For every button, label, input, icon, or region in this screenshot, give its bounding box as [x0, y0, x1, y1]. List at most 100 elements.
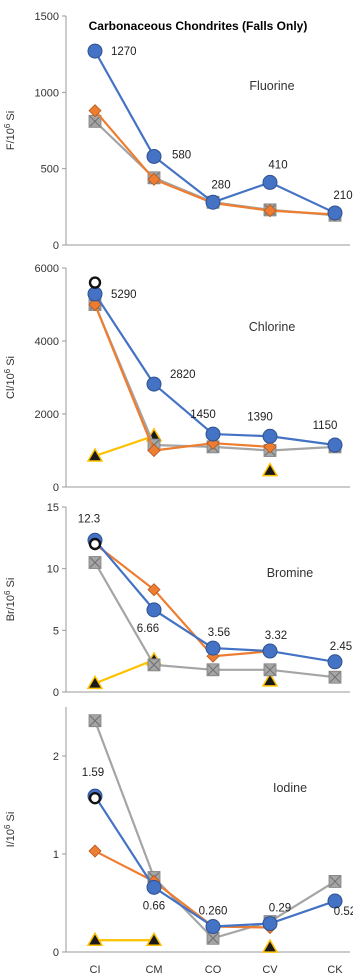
element-label: Chlorine	[249, 320, 296, 334]
data-point-square-cross	[329, 671, 341, 683]
data-point-square-cross	[89, 557, 101, 568]
series-orange	[88, 844, 277, 935]
data-label: 5290	[111, 289, 137, 301]
data-point-circle	[205, 640, 221, 656]
series-blue: 1270 580 280 410 210	[87, 43, 353, 221]
x-tick-label: CI	[90, 964, 101, 976]
data-point-circle	[87, 286, 103, 302]
data-point-diamond	[88, 297, 102, 312]
series-black	[88, 276, 102, 289]
data-point-ring	[88, 791, 102, 805]
y-tick-label: 2	[53, 751, 59, 763]
data-point-circle	[146, 376, 162, 392]
data-point-square-cross	[89, 715, 101, 727]
data-point-diamond	[263, 204, 277, 218]
data-label: 3.32	[265, 630, 287, 642]
series-black	[88, 791, 102, 805]
x-tick-label: CM	[145, 964, 162, 976]
data-label: 12.3	[78, 513, 100, 525]
data-label: 0.29	[269, 903, 291, 915]
data-point-triangle	[86, 674, 104, 690]
data-point-circle	[327, 205, 343, 221]
y-axis-label: Cl/106 Si	[3, 356, 17, 399]
data-point-diamond	[147, 583, 161, 597]
y-tick-label: 0	[53, 947, 59, 959]
data-point-triangle	[261, 672, 279, 687]
x-tick-label: CO	[205, 964, 222, 976]
series-line	[93, 304, 271, 452]
series-gray	[88, 556, 342, 684]
series-line	[94, 543, 271, 658]
chart-title: Carbonaceous Chondrites (Falls Only)	[89, 19, 308, 33]
data-point-diamond	[88, 104, 102, 118]
series-blue: 1.59 0.66 0.260 0.29 0.52	[82, 767, 353, 935]
panel-bromine: 0 5 10 15 Br/106 Si Bromine 12.3 6.66 3.56 3.32 2.…	[3, 502, 352, 699]
y-tick-label: 0	[53, 687, 59, 699]
data-point-circle	[327, 654, 343, 670]
data-label: 580	[172, 149, 191, 161]
data-label: 410	[268, 159, 287, 171]
series-yellow	[86, 931, 163, 946]
series-black	[88, 537, 102, 551]
y-tick-label: 15	[47, 502, 59, 514]
y-axis-label: I/106 Si	[3, 812, 17, 848]
data-point-ring	[88, 276, 102, 289]
data-point-square-cross	[207, 932, 219, 944]
data-label: 0.66	[143, 900, 165, 912]
data-point-diamond	[263, 440, 277, 454]
y-tick-label: 10	[47, 564, 59, 576]
data-point-diamond	[88, 844, 102, 858]
series-line	[94, 434, 155, 458]
data-point-triangle	[261, 938, 279, 953]
data-point-circle	[262, 916, 278, 932]
series-yellow	[261, 938, 279, 953]
series-line	[94, 293, 336, 447]
data-point-diamond	[147, 172, 161, 186]
x-axis-labels: CI CM CO CV CK	[90, 964, 344, 976]
data-label: 3.56	[208, 627, 230, 639]
data-point-triangle	[261, 462, 279, 477]
data-point-circle	[327, 893, 343, 909]
series-yellow	[261, 672, 279, 687]
y-tick-label: 2000	[35, 409, 59, 421]
panel-fluorine: 0 500 1000 1500 F/106 Si Fluorine 1270 580 280 41…	[3, 11, 353, 252]
y-tick-label: 1000	[35, 87, 59, 99]
data-label: 210	[333, 190, 352, 202]
data-label: 0.52	[334, 906, 353, 918]
data-point-triangle	[86, 447, 104, 462]
y-tick-label: 0	[53, 240, 59, 252]
y-tick-label: 1	[53, 849, 59, 861]
data-label: 1.59	[82, 767, 104, 779]
data-point-ring	[88, 537, 102, 551]
panel-chlorine: 0 2000 4000 6000 Cl/106 Si Chlorine 5290 2820 14…	[3, 263, 350, 494]
data-point-circle	[205, 426, 221, 442]
data-label: 2.45	[330, 641, 352, 653]
y-tick-label: 6000	[35, 263, 59, 275]
series-blue: 12.3 6.66 3.56 3.32 2.45	[78, 513, 352, 670]
data-label: 1270	[111, 46, 137, 58]
data-label: 1390	[247, 411, 273, 423]
element-label: Fluorine	[249, 79, 294, 93]
y-tick-label: 4000	[35, 336, 59, 348]
data-point-circle	[327, 437, 343, 453]
data-label: 1150	[313, 420, 338, 432]
data-point-circle	[205, 919, 221, 935]
data-point-circle	[262, 428, 278, 444]
y-axis-label: Br/106 Si	[3, 578, 17, 622]
data-point-square-cross	[148, 659, 160, 671]
data-point-triangle	[86, 931, 104, 946]
data-point-square-cross	[264, 664, 276, 676]
data-point-triangle	[145, 931, 163, 946]
data-point-circle	[262, 174, 278, 190]
y-tick-label: 1500	[35, 11, 59, 23]
data-label: 2820	[170, 369, 196, 381]
data-point-square-cross	[207, 664, 219, 676]
y-tick-label: 0	[53, 482, 59, 494]
data-point-square-cross	[89, 115, 101, 127]
data-point-square-cross	[329, 876, 341, 887]
data-point-circle	[146, 148, 162, 164]
panel-iodine: 0 1 2 I/106 Si Iodine 1.59 0.66 0.260 0.29 0.52	[3, 707, 353, 959]
data-point-circle	[146, 602, 162, 618]
